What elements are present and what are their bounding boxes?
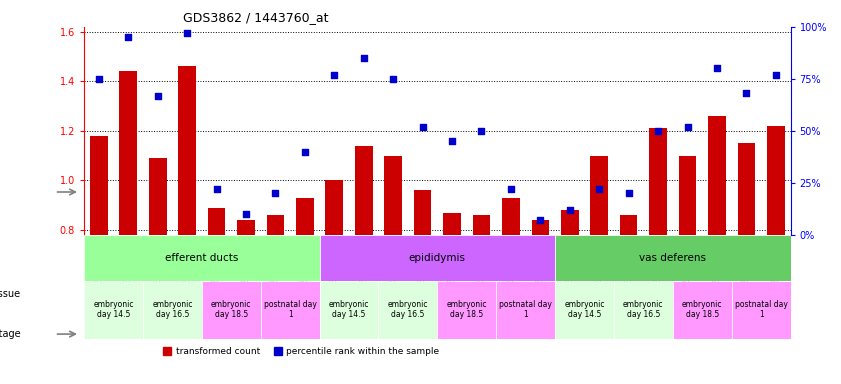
Bar (178, 66, 196, 235)
Point (533, 217, 547, 223)
Text: development stage: development stage (0, 329, 21, 339)
Text: tissue: tissue (0, 289, 21, 299)
Text: embryonic
day 16.5: embryonic day 16.5 (388, 300, 428, 319)
FancyBboxPatch shape (732, 281, 791, 339)
Point (357, 55, 370, 61)
Text: embryonic
day 18.5: embryonic day 18.5 (447, 300, 487, 319)
Text: embryonic
day 16.5: embryonic day 16.5 (623, 300, 664, 319)
Point (239, 211, 252, 217)
Point (121, 34, 135, 40)
Bar (473, 215, 490, 235)
Point (474, 128, 488, 134)
Text: embryonic
day 18.5: embryonic day 18.5 (682, 300, 722, 319)
Text: postnatal day
1: postnatal day 1 (264, 300, 316, 319)
Text: postnatal day
1: postnatal day 1 (500, 300, 552, 319)
Bar (384, 156, 402, 235)
Bar (649, 128, 667, 235)
Point (298, 149, 311, 155)
FancyBboxPatch shape (496, 281, 555, 339)
Text: postnatal day
1: postnatal day 1 (735, 300, 787, 319)
Point (592, 186, 606, 192)
FancyBboxPatch shape (555, 281, 614, 339)
Text: embryonic
day 14.5: embryonic day 14.5 (564, 300, 605, 319)
FancyBboxPatch shape (202, 281, 261, 339)
Bar (561, 210, 579, 235)
FancyBboxPatch shape (673, 281, 732, 339)
Bar (208, 208, 225, 235)
Point (210, 186, 224, 192)
Bar (90, 136, 108, 235)
FancyBboxPatch shape (555, 235, 791, 281)
Text: embryonic
day 16.5: embryonic day 16.5 (152, 300, 193, 319)
Bar (355, 146, 373, 235)
Point (651, 128, 664, 134)
Legend: transformed count, percentile rank within the sample: transformed count, percentile rank withi… (159, 343, 442, 360)
Bar (590, 156, 608, 235)
FancyBboxPatch shape (320, 281, 378, 339)
Point (769, 72, 782, 78)
Bar (414, 190, 431, 235)
Bar (532, 220, 549, 235)
Point (621, 190, 635, 196)
FancyBboxPatch shape (437, 281, 496, 339)
Point (504, 186, 517, 192)
Bar (119, 71, 137, 235)
Text: GDS3862 / 1443760_at: GDS3862 / 1443760_at (183, 11, 329, 24)
FancyBboxPatch shape (143, 281, 202, 339)
Point (563, 207, 576, 213)
Text: embryonic
day 18.5: embryonic day 18.5 (211, 300, 251, 319)
Point (445, 138, 458, 144)
Text: epididymis: epididymis (409, 253, 466, 263)
Text: vas deferens: vas deferens (639, 253, 706, 263)
Point (710, 65, 723, 71)
FancyBboxPatch shape (378, 281, 437, 339)
Text: efferent ducts: efferent ducts (165, 253, 239, 263)
Bar (237, 220, 255, 235)
Point (327, 72, 341, 78)
Point (180, 30, 193, 36)
Point (93, 76, 106, 82)
Bar (149, 158, 167, 235)
Point (415, 124, 429, 130)
Bar (679, 156, 696, 235)
Bar (325, 180, 343, 235)
FancyBboxPatch shape (320, 235, 555, 281)
Bar (296, 198, 314, 235)
FancyBboxPatch shape (84, 281, 143, 339)
Bar (502, 198, 520, 235)
Bar (620, 215, 637, 235)
Point (680, 124, 694, 130)
FancyBboxPatch shape (84, 235, 320, 281)
Point (386, 76, 399, 82)
FancyBboxPatch shape (261, 281, 320, 339)
FancyBboxPatch shape (614, 281, 673, 339)
Bar (708, 116, 726, 235)
Point (268, 190, 282, 196)
Point (151, 93, 164, 99)
Bar (738, 143, 755, 235)
Text: embryonic
day 14.5: embryonic day 14.5 (93, 300, 134, 319)
Bar (767, 126, 785, 235)
Bar (443, 213, 461, 235)
Bar (267, 215, 284, 235)
Point (739, 90, 753, 96)
Text: embryonic
day 14.5: embryonic day 14.5 (329, 300, 369, 319)
